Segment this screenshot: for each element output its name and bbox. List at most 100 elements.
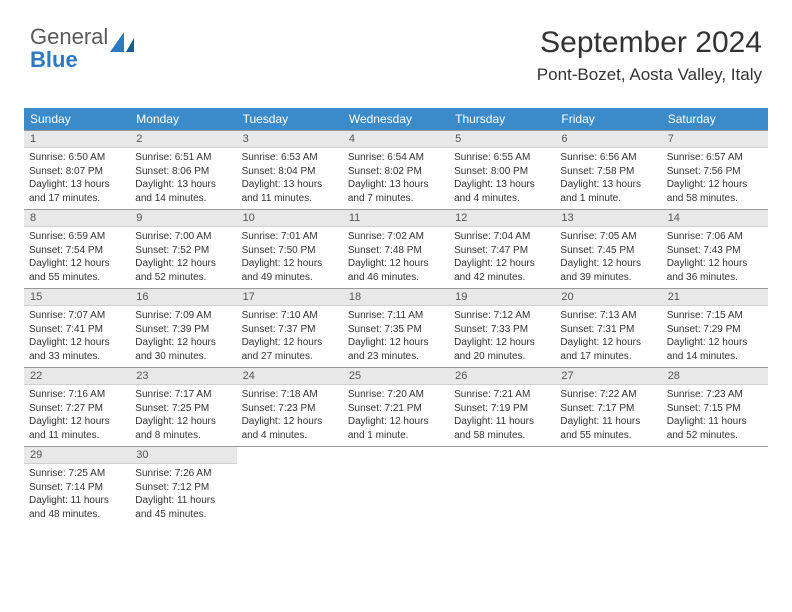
day-cell: 29Sunrise: 7:25 AMSunset: 7:14 PMDayligh…	[24, 447, 130, 525]
day-body: Sunrise: 7:22 AMSunset: 7:17 PMDaylight:…	[555, 385, 661, 445]
day-cell-empty	[449, 447, 555, 525]
day-number: 30	[130, 447, 236, 464]
day-number: 4	[343, 131, 449, 148]
day-body: Sunrise: 6:55 AMSunset: 8:00 PMDaylight:…	[449, 148, 555, 208]
calendar-header-row: SundayMondayTuesdayWednesdayThursdayFrid…	[24, 108, 768, 130]
day-header-wednesday: Wednesday	[343, 108, 449, 130]
day-cell: 28Sunrise: 7:23 AMSunset: 7:15 PMDayligh…	[662, 368, 768, 446]
day-number: 25	[343, 368, 449, 385]
week-row: 22Sunrise: 7:16 AMSunset: 7:27 PMDayligh…	[24, 367, 768, 446]
day-header-monday: Monday	[130, 108, 236, 130]
day-number: 7	[662, 131, 768, 148]
day-body: Sunrise: 6:50 AMSunset: 8:07 PMDaylight:…	[24, 148, 130, 208]
day-number: 11	[343, 210, 449, 227]
day-number: 19	[449, 289, 555, 306]
day-number: 28	[662, 368, 768, 385]
day-number: 20	[555, 289, 661, 306]
day-number: 10	[237, 210, 343, 227]
day-cell: 8Sunrise: 6:59 AMSunset: 7:54 PMDaylight…	[24, 210, 130, 288]
day-cell: 26Sunrise: 7:21 AMSunset: 7:19 PMDayligh…	[449, 368, 555, 446]
day-body: Sunrise: 7:01 AMSunset: 7:50 PMDaylight:…	[237, 227, 343, 287]
day-number: 8	[24, 210, 130, 227]
day-body: Sunrise: 7:10 AMSunset: 7:37 PMDaylight:…	[237, 306, 343, 366]
day-number: 23	[130, 368, 236, 385]
day-number: 17	[237, 289, 343, 306]
day-body: Sunrise: 7:11 AMSunset: 7:35 PMDaylight:…	[343, 306, 449, 366]
day-cell: 10Sunrise: 7:01 AMSunset: 7:50 PMDayligh…	[237, 210, 343, 288]
day-cell: 30Sunrise: 7:26 AMSunset: 7:12 PMDayligh…	[130, 447, 236, 525]
day-number: 21	[662, 289, 768, 306]
title-block: September 2024 Pont-Bozet, Aosta Valley,…	[537, 26, 762, 85]
day-body: Sunrise: 7:05 AMSunset: 7:45 PMDaylight:…	[555, 227, 661, 287]
day-body: Sunrise: 7:02 AMSunset: 7:48 PMDaylight:…	[343, 227, 449, 287]
day-cell: 7Sunrise: 6:57 AMSunset: 7:56 PMDaylight…	[662, 131, 768, 209]
day-cell: 22Sunrise: 7:16 AMSunset: 7:27 PMDayligh…	[24, 368, 130, 446]
day-body: Sunrise: 7:16 AMSunset: 7:27 PMDaylight:…	[24, 385, 130, 445]
day-body: Sunrise: 7:04 AMSunset: 7:47 PMDaylight:…	[449, 227, 555, 287]
day-cell: 14Sunrise: 7:06 AMSunset: 7:43 PMDayligh…	[662, 210, 768, 288]
day-cell-empty	[237, 447, 343, 525]
day-header-sunday: Sunday	[24, 108, 130, 130]
logo-sail-icon	[110, 32, 136, 59]
day-number: 12	[449, 210, 555, 227]
day-cell: 1Sunrise: 6:50 AMSunset: 8:07 PMDaylight…	[24, 131, 130, 209]
day-number: 9	[130, 210, 236, 227]
day-body: Sunrise: 7:18 AMSunset: 7:23 PMDaylight:…	[237, 385, 343, 445]
day-cell: 19Sunrise: 7:12 AMSunset: 7:33 PMDayligh…	[449, 289, 555, 367]
day-cell: 17Sunrise: 7:10 AMSunset: 7:37 PMDayligh…	[237, 289, 343, 367]
day-cell-empty	[555, 447, 661, 525]
day-body: Sunrise: 7:00 AMSunset: 7:52 PMDaylight:…	[130, 227, 236, 287]
day-number: 13	[555, 210, 661, 227]
day-cell: 24Sunrise: 7:18 AMSunset: 7:23 PMDayligh…	[237, 368, 343, 446]
week-row: 29Sunrise: 7:25 AMSunset: 7:14 PMDayligh…	[24, 446, 768, 525]
week-row: 15Sunrise: 7:07 AMSunset: 7:41 PMDayligh…	[24, 288, 768, 367]
day-cell: 16Sunrise: 7:09 AMSunset: 7:39 PMDayligh…	[130, 289, 236, 367]
day-number: 16	[130, 289, 236, 306]
day-header-saturday: Saturday	[662, 108, 768, 130]
day-body: Sunrise: 6:59 AMSunset: 7:54 PMDaylight:…	[24, 227, 130, 287]
day-cell: 21Sunrise: 7:15 AMSunset: 7:29 PMDayligh…	[662, 289, 768, 367]
day-number: 26	[449, 368, 555, 385]
day-number: 27	[555, 368, 661, 385]
day-cell: 18Sunrise: 7:11 AMSunset: 7:35 PMDayligh…	[343, 289, 449, 367]
day-number: 22	[24, 368, 130, 385]
day-cell: 5Sunrise: 6:55 AMSunset: 8:00 PMDaylight…	[449, 131, 555, 209]
day-cell: 4Sunrise: 6:54 AMSunset: 8:02 PMDaylight…	[343, 131, 449, 209]
day-body: Sunrise: 6:56 AMSunset: 7:58 PMDaylight:…	[555, 148, 661, 208]
day-cell-empty	[662, 447, 768, 525]
day-number: 3	[237, 131, 343, 148]
day-body: Sunrise: 7:26 AMSunset: 7:12 PMDaylight:…	[130, 464, 236, 524]
day-body: Sunrise: 7:17 AMSunset: 7:25 PMDaylight:…	[130, 385, 236, 445]
day-cell: 11Sunrise: 7:02 AMSunset: 7:48 PMDayligh…	[343, 210, 449, 288]
day-body: Sunrise: 7:25 AMSunset: 7:14 PMDaylight:…	[24, 464, 130, 524]
day-body: Sunrise: 7:12 AMSunset: 7:33 PMDaylight:…	[449, 306, 555, 366]
day-cell: 12Sunrise: 7:04 AMSunset: 7:47 PMDayligh…	[449, 210, 555, 288]
day-number: 2	[130, 131, 236, 148]
logo: General Blue	[30, 26, 136, 72]
day-body: Sunrise: 7:13 AMSunset: 7:31 PMDaylight:…	[555, 306, 661, 366]
day-number: 5	[449, 131, 555, 148]
day-cell: 6Sunrise: 6:56 AMSunset: 7:58 PMDaylight…	[555, 131, 661, 209]
week-row: 8Sunrise: 6:59 AMSunset: 7:54 PMDaylight…	[24, 209, 768, 288]
day-body: Sunrise: 7:21 AMSunset: 7:19 PMDaylight:…	[449, 385, 555, 445]
day-cell: 23Sunrise: 7:17 AMSunset: 7:25 PMDayligh…	[130, 368, 236, 446]
day-header-tuesday: Tuesday	[237, 108, 343, 130]
day-number: 24	[237, 368, 343, 385]
day-number: 6	[555, 131, 661, 148]
day-number: 18	[343, 289, 449, 306]
day-number: 14	[662, 210, 768, 227]
day-body: Sunrise: 6:53 AMSunset: 8:04 PMDaylight:…	[237, 148, 343, 208]
day-body: Sunrise: 6:54 AMSunset: 8:02 PMDaylight:…	[343, 148, 449, 208]
day-cell: 3Sunrise: 6:53 AMSunset: 8:04 PMDaylight…	[237, 131, 343, 209]
day-body: Sunrise: 7:20 AMSunset: 7:21 PMDaylight:…	[343, 385, 449, 445]
day-cell: 20Sunrise: 7:13 AMSunset: 7:31 PMDayligh…	[555, 289, 661, 367]
day-cell: 13Sunrise: 7:05 AMSunset: 7:45 PMDayligh…	[555, 210, 661, 288]
day-cell: 2Sunrise: 6:51 AMSunset: 8:06 PMDaylight…	[130, 131, 236, 209]
day-body: Sunrise: 7:09 AMSunset: 7:39 PMDaylight:…	[130, 306, 236, 366]
logo-word-blue: Blue	[30, 47, 78, 72]
day-body: Sunrise: 7:06 AMSunset: 7:43 PMDaylight:…	[662, 227, 768, 287]
day-body: Sunrise: 7:07 AMSunset: 7:41 PMDaylight:…	[24, 306, 130, 366]
day-header-friday: Friday	[555, 108, 661, 130]
day-cell: 9Sunrise: 7:00 AMSunset: 7:52 PMDaylight…	[130, 210, 236, 288]
day-body: Sunrise: 7:15 AMSunset: 7:29 PMDaylight:…	[662, 306, 768, 366]
